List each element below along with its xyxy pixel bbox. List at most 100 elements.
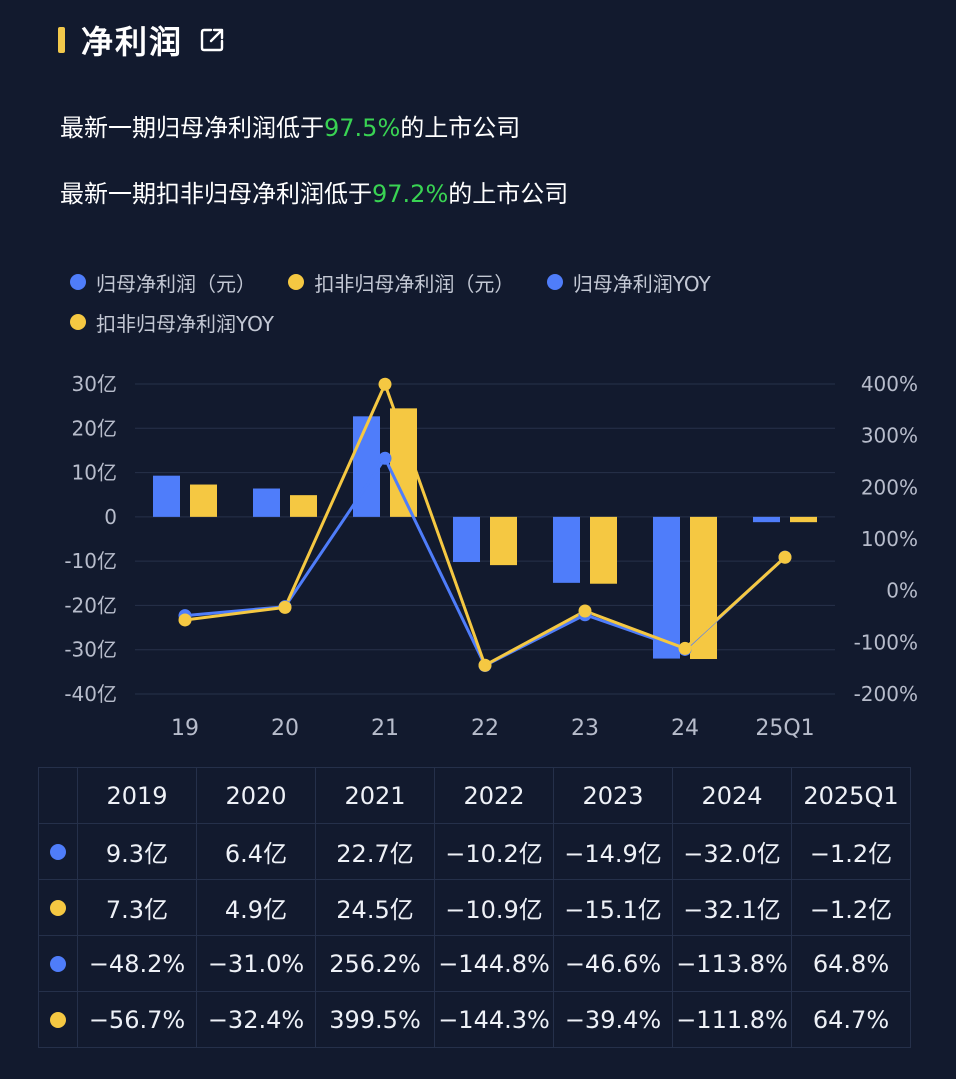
y-right-tick-label: 200%	[861, 475, 918, 499]
table-cell: 64.7%	[791, 991, 911, 1048]
external-link-icon[interactable]	[197, 25, 227, 55]
stat-deducted-net-profit-rank: 最新一期扣非归母净利润低于97.2%的上市公司	[60, 174, 568, 209]
legend-dot	[70, 314, 86, 330]
point-deducted-net-profit-yoy	[178, 613, 192, 627]
table-cell: −46.6%	[553, 935, 673, 992]
series-dot-icon	[50, 1011, 66, 1028]
x-tick-label: 19	[171, 716, 199, 741]
legend-dot	[70, 274, 86, 290]
table-cell: −10.9亿	[434, 879, 554, 936]
bar-net-profit	[153, 475, 180, 517]
table-cell: 4.9亿	[196, 879, 316, 936]
table-corner	[38, 767, 78, 824]
legend-item-deducted-net-profit-yoy[interactable]: 扣非归母净利润YOY	[70, 302, 274, 342]
table-header-cell: 2022	[434, 767, 554, 824]
stat-suffix: 的上市公司	[448, 180, 569, 208]
table-cell: 7.3亿	[77, 879, 197, 936]
table-cell: 22.7亿	[315, 823, 435, 880]
bar-deducted-net-profit	[590, 516, 617, 584]
series-dot-icon	[50, 955, 66, 972]
series-marker-cell	[38, 935, 78, 992]
bar-deducted-net-profit	[790, 516, 817, 523]
data-table: 2019 2020 2021 2022 2023 2024 2025Q1 9.3…	[38, 767, 911, 1048]
legend-label: 扣非归母净利润（元）	[314, 271, 515, 296]
table-header-cell: 2021	[315, 767, 435, 824]
point-deducted-net-profit-yoy	[578, 604, 592, 618]
y-left-tick-label: 0	[104, 505, 117, 529]
table-cell: 399.5%	[315, 991, 435, 1048]
net-profit-chart: 30亿20亿10亿0-10亿-20亿-30亿-40亿400%300%200%10…	[64, 372, 918, 741]
table-header-cell: 2023	[553, 767, 673, 824]
stat-net-profit-rank: 最新一期归母净利润低于97.5%的上市公司	[60, 108, 520, 143]
bar-net-profit	[553, 516, 580, 583]
legend-label: 扣非归母净利润YOY	[96, 311, 274, 336]
table-cell: −39.4%	[553, 991, 673, 1048]
accent-bar	[58, 27, 65, 53]
table-cell: −56.7%	[77, 991, 197, 1048]
point-deducted-net-profit-yoy	[278, 600, 292, 614]
bar-deducted-net-profit	[490, 516, 517, 566]
x-tick-label: 23	[571, 716, 599, 741]
y-right-tick-label: -100%	[854, 630, 918, 654]
table-cell: 64.8%	[791, 935, 911, 992]
series-dot-icon	[50, 843, 66, 860]
table-header-cell: 2024	[672, 767, 792, 824]
table-cell: −144.8%	[434, 935, 554, 992]
y-right-tick-label: 0%	[886, 579, 918, 603]
bar-deducted-net-profit	[290, 495, 317, 517]
table-cell: −32.1亿	[672, 879, 792, 936]
stat-percent: 97.2%	[372, 180, 449, 208]
x-tick-label: 24	[671, 716, 699, 741]
bar-net-profit	[653, 516, 680, 659]
y-right-tick-label: 300%	[861, 424, 918, 448]
page-title: 净利润	[81, 23, 184, 61]
table-row: −56.7% −32.4% 399.5% −144.3% −39.4% −111…	[38, 991, 911, 1048]
table-cell: −144.3%	[434, 991, 554, 1048]
y-left-tick-label: -30亿	[64, 638, 117, 662]
point-deducted-net-profit-yoy	[378, 377, 392, 391]
section-header: 净利润	[58, 18, 227, 62]
bar-deducted-net-profit	[690, 516, 717, 660]
legend-item-net-profit[interactable]: 归母净利润（元）	[70, 262, 256, 302]
table-cell: 256.2%	[315, 935, 435, 992]
x-tick-label: 21	[371, 716, 399, 741]
point-deducted-net-profit-yoy	[478, 658, 492, 672]
table-header-cell: 2020	[196, 767, 316, 824]
y-right-tick-label: -200%	[854, 682, 918, 706]
table-cell: 9.3亿	[77, 823, 197, 880]
bar-deducted-net-profit	[190, 484, 217, 517]
point-deducted-net-profit-yoy	[678, 641, 692, 655]
x-tick-label: 25Q1	[755, 716, 814, 741]
legend-dot	[546, 274, 563, 290]
table-cell: −10.2亿	[434, 823, 554, 880]
bar-net-profit	[453, 516, 480, 563]
series-marker-cell	[38, 991, 78, 1048]
chart-legend: 归母净利润（元） 扣非归母净利润（元） 归母净利润YOY 扣非归母净利润YOY	[70, 262, 830, 342]
table-header-cell: 2019	[77, 767, 197, 824]
table-cell: −113.8%	[672, 935, 792, 992]
y-left-tick-label: -40亿	[64, 682, 117, 706]
x-tick-label: 22	[471, 716, 499, 741]
y-left-tick-label: 20亿	[72, 416, 117, 440]
y-left-tick-label: 30亿	[72, 372, 117, 396]
table-cell: −14.9亿	[553, 823, 673, 880]
point-net-profit-yoy	[378, 451, 392, 465]
table-row: −48.2% −31.0% 256.2% −144.8% −46.6% −113…	[38, 935, 911, 992]
y-right-tick-label: 100%	[861, 527, 918, 551]
table-cell: −111.8%	[672, 991, 792, 1048]
table-cell: 24.5亿	[315, 879, 435, 936]
stat-suffix: 的上市公司	[400, 114, 521, 142]
stat-prefix: 最新一期扣非归母净利润低于	[60, 180, 372, 208]
table-cell: −32.4%	[196, 991, 316, 1048]
table-cell: 6.4亿	[196, 823, 316, 880]
legend-item-deducted-net-profit[interactable]: 扣非归母净利润（元）	[288, 262, 514, 302]
table-cell: −32.0亿	[672, 823, 792, 880]
table-cell: −1.2亿	[791, 879, 911, 936]
table-row: 9.3亿 6.4亿 22.7亿 −10.2亿 −14.9亿 −32.0亿 −1.…	[38, 823, 911, 880]
legend-item-net-profit-yoy[interactable]: 归母净利润YOY	[546, 262, 711, 302]
bar-net-profit	[253, 488, 280, 517]
x-tick-label: 20	[271, 716, 299, 741]
table-cell: −15.1亿	[553, 879, 673, 936]
stat-percent: 97.5%	[324, 114, 401, 142]
series-marker-cell	[38, 879, 78, 936]
